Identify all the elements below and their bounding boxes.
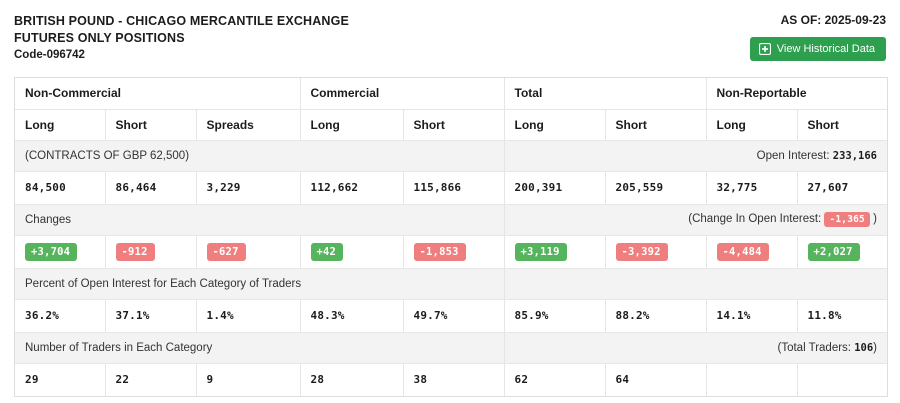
total-traders-value: 106 <box>854 341 874 354</box>
subheader-comm-long: Long <box>300 109 404 141</box>
change-badge: -912 <box>115 242 155 261</box>
open-interest-cell: Open Interest: 233,166 <box>504 140 888 172</box>
section-label-row-contracts: (CONTRACTS OF GBP 62,500) Open Interest:… <box>15 140 888 172</box>
header-right-block: AS OF: 2025-09-23 View Historical Data <box>749 13 886 61</box>
total-traders-cell: (Total Traders: 106) <box>504 332 888 364</box>
group-header-commercial: Commercial <box>300 78 505 110</box>
section-label-changes: Changes <box>15 204 505 236</box>
section-label-contracts: (CONTRACTS OF GBP 62,500) <box>15 140 505 172</box>
change-noncomm-spreads: -627 <box>196 235 301 269</box>
cell-noncomm-spreads: 3,229 <box>196 171 301 205</box>
pct-nonrep-long: 14.1% <box>706 299 798 333</box>
subheader-comm-short: Short <box>403 109 505 141</box>
pct-comm-short: 49.7% <box>403 299 505 333</box>
change-badge: +3,119 <box>514 242 567 261</box>
section-label-traders: Number of Traders in Each Category <box>15 332 505 364</box>
subheader-total-short: Short <box>605 109 707 141</box>
cell-comm-long: 112,662 <box>300 171 404 205</box>
view-historical-data-button[interactable]: View Historical Data <box>749 37 886 61</box>
section-label-row-traders: Number of Traders in Each Category (Tota… <box>15 332 888 364</box>
data-row-traders: 29 22 9 28 38 62 64 <box>15 363 888 396</box>
change-total-long: +3,119 <box>504 235 606 269</box>
pct-noncomm-long: 36.2% <box>15 299 106 333</box>
change-badge: +3,704 <box>25 242 78 261</box>
change-open-interest-cell: (Change In Open Interest: -1,365 ) <box>504 204 888 236</box>
total-traders-label: (Total Traders: <box>777 341 852 354</box>
change-comm-short: -1,853 <box>403 235 505 269</box>
change-open-interest-close-paren: ) <box>873 213 878 225</box>
report-header: BRITISH POUND - CHICAGO MERCANTILE EXCHA… <box>0 0 900 62</box>
pct-noncomm-spreads: 1.4% <box>196 299 301 333</box>
traders-nonrep-long <box>706 363 798 396</box>
traders-noncomm-short: 22 <box>105 363 197 396</box>
calendar-chart-icon <box>758 43 771 55</box>
change-nonrep-short: +2,027 <box>797 235 888 269</box>
as-of-date: AS OF: 2025-09-23 <box>780 13 886 27</box>
subheader-nonrep-long: Long <box>706 109 798 141</box>
change-open-interest-badge: -1,365 <box>824 212 870 227</box>
subheader-nonrep-short: Short <box>797 109 888 141</box>
pct-comm-long: 48.3% <box>300 299 404 333</box>
total-traders-close-paren: ) <box>873 341 878 354</box>
change-badge: -4,484 <box>716 242 769 261</box>
group-header-row: Non-Commercial Commercial Total Non-Repo… <box>15 78 888 110</box>
section-label-percent: Percent of Open Interest for Each Catego… <box>15 268 505 300</box>
open-interest-value: 233,166 <box>832 149 878 162</box>
cell-nonrep-long: 32,775 <box>706 171 798 205</box>
data-row-changes: +3,704 -912 -627 +42 -1,853 +3,119 -3,39… <box>15 235 888 269</box>
subheader-total-long: Long <box>504 109 606 141</box>
data-row-percent: 36.2% 37.1% 1.4% 48.3% 49.7% 85.9% 88.2%… <box>15 299 888 333</box>
pct-nonrep-short: 11.8% <box>797 299 888 333</box>
cell-nonrep-short: 27,607 <box>797 171 888 205</box>
view-historical-data-label: View Historical Data <box>776 43 875 55</box>
traders-nonrep-short <box>797 363 888 396</box>
traders-comm-short: 38 <box>403 363 505 396</box>
pct-total-long: 85.9% <box>504 299 606 333</box>
change-total-short: -3,392 <box>605 235 707 269</box>
group-header-non-commercial: Non-Commercial <box>15 78 301 110</box>
change-badge: -627 <box>206 242 246 261</box>
cell-noncomm-long: 84,500 <box>15 171 106 205</box>
cot-table: Non-Commercial Commercial Total Non-Repo… <box>15 78 888 396</box>
traders-noncomm-spreads: 9 <box>196 363 301 396</box>
pct-noncomm-short: 37.1% <box>105 299 197 333</box>
traders-noncomm-long: 29 <box>15 363 106 396</box>
positions-subtitle: FUTURES ONLY POSITIONS <box>14 30 185 45</box>
percent-section-right-cell <box>504 268 888 300</box>
cell-total-short: 205,559 <box>605 171 707 205</box>
change-badge: -3,392 <box>615 242 668 261</box>
cell-total-long: 200,391 <box>504 171 606 205</box>
report-title-block: BRITISH POUND - CHICAGO MERCANTILE EXCHA… <box>14 13 886 63</box>
subheader-noncomm-spreads: Spreads <box>196 109 301 141</box>
sub-header-row: Long Short Spreads Long Short Long Short… <box>15 109 888 141</box>
section-label-row-percent: Percent of Open Interest for Each Catego… <box>15 268 888 300</box>
change-badge: +42 <box>310 242 344 261</box>
change-noncomm-short: -912 <box>105 235 197 269</box>
traders-total-long: 62 <box>504 363 606 396</box>
group-header-non-reportable: Non-Reportable <box>706 78 888 110</box>
traders-comm-long: 28 <box>300 363 404 396</box>
pct-total-short: 88.2% <box>605 299 707 333</box>
subheader-noncomm-short: Short <box>105 109 197 141</box>
change-comm-long: +42 <box>300 235 404 269</box>
change-badge: -1,853 <box>413 242 466 261</box>
cell-noncomm-short: 86,464 <box>105 171 197 205</box>
subheader-noncomm-long: Long <box>15 109 106 141</box>
open-interest-label: Open Interest: <box>756 149 830 162</box>
change-open-interest-label: (Change In Open Interest: <box>688 213 822 225</box>
market-title: BRITISH POUND - CHICAGO MERCANTILE EXCHA… <box>14 14 349 28</box>
contract-code: Code-096742 <box>14 49 85 61</box>
group-header-total: Total <box>504 78 707 110</box>
cell-comm-short: 115,866 <box>403 171 505 205</box>
data-row-contracts: 84,500 86,464 3,229 112,662 115,866 200,… <box>15 171 888 205</box>
section-label-row-changes: Changes (Change In Open Interest: -1,365… <box>15 204 888 236</box>
change-nonrep-long: -4,484 <box>706 235 798 269</box>
traders-total-short: 64 <box>605 363 707 396</box>
change-badge: +2,027 <box>807 242 860 261</box>
change-noncomm-long: +3,704 <box>15 235 106 269</box>
cot-table-container: Non-Commercial Commercial Total Non-Repo… <box>14 77 888 397</box>
